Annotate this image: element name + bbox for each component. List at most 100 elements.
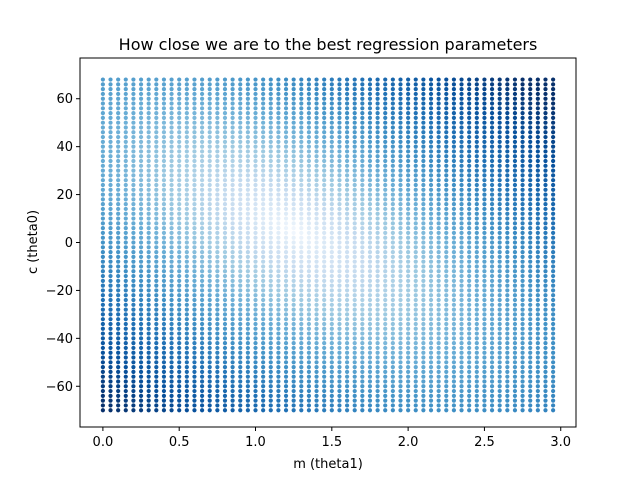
scatter-point: [489, 336, 495, 341]
scatter-point: [199, 202, 205, 207]
scatter-point: [436, 269, 441, 274]
scatter-point: [108, 278, 113, 283]
scatter-point: [467, 96, 472, 101]
scatter-point: [154, 408, 159, 413]
scatter-point: [299, 163, 304, 168]
scatter-point: [413, 374, 418, 379]
scatter-point: [322, 403, 327, 408]
scatter-point: [161, 384, 167, 389]
scatter-point: [375, 82, 380, 87]
scatter-point: [436, 226, 441, 231]
scatter-point: [406, 283, 411, 288]
scatter-point: [337, 163, 342, 168]
scatter-point: [199, 297, 205, 303]
scatter-point: [505, 273, 510, 279]
scatter-point: [344, 403, 350, 408]
scatter-point: [177, 245, 182, 250]
scatter-point: [283, 341, 289, 346]
scatter-point: [467, 297, 472, 303]
scatter-point: [291, 398, 296, 403]
scatter-point: [192, 293, 197, 298]
scatter-point: [306, 355, 312, 360]
scatter-point: [184, 336, 189, 341]
scatter-point: [108, 91, 113, 97]
scatter-point: [421, 158, 426, 164]
scatter-point: [444, 365, 449, 370]
scatter-point: [390, 393, 395, 398]
scatter-point: [253, 307, 258, 312]
scatter-point: [421, 326, 426, 331]
scatter-point: [398, 365, 403, 370]
scatter-point: [497, 106, 502, 111]
scatter-point: [108, 312, 113, 317]
scatter-point: [261, 130, 266, 135]
scatter-point: [184, 269, 189, 274]
scatter-point: [199, 317, 205, 322]
scatter-point: [131, 254, 136, 259]
scatter-point: [528, 115, 533, 120]
scatter-point: [444, 197, 449, 202]
scatter-point: [230, 130, 235, 135]
scatter-point: [497, 130, 502, 135]
scatter-point: [390, 87, 395, 92]
scatter-point: [207, 369, 212, 374]
scatter-point: [222, 302, 228, 307]
scatter-point: [535, 307, 540, 312]
scatter-point: [108, 216, 113, 221]
scatter-point: [474, 91, 479, 97]
scatter-point: [314, 403, 319, 408]
scatter-point: [352, 259, 357, 264]
scatter-point: [329, 178, 334, 183]
scatter-point: [100, 221, 105, 226]
scatter-point: [551, 403, 556, 408]
scatter-point: [482, 134, 487, 140]
scatter-point: [146, 168, 151, 173]
scatter-point: [261, 341, 266, 346]
scatter-point: [528, 163, 533, 168]
scatter-point: [459, 259, 464, 264]
scatter-point: [421, 317, 426, 322]
scatter-point: [375, 197, 380, 202]
scatter-point: [406, 403, 411, 408]
scatter-point: [451, 82, 457, 87]
scatter-point: [383, 178, 388, 183]
scatter-point: [528, 202, 533, 207]
scatter-point: [230, 87, 235, 92]
scatter-point: [169, 249, 174, 255]
scatter-point: [528, 149, 533, 154]
scatter-point: [398, 326, 403, 331]
scatter-point: [261, 216, 266, 221]
scatter-point: [108, 403, 113, 408]
scatter-point: [459, 379, 464, 384]
scatter-point: [161, 125, 167, 130]
scatter-point: [375, 321, 380, 327]
scatter-point: [497, 254, 502, 259]
scatter-point: [497, 249, 502, 255]
scatter-point: [123, 221, 128, 226]
scatter-point: [451, 393, 457, 398]
scatter-point: [497, 369, 502, 374]
scatter-point: [489, 259, 495, 264]
scatter-point: [253, 182, 258, 188]
scatter-point: [428, 369, 434, 374]
scatter-point: [535, 202, 540, 207]
scatter-point: [406, 163, 411, 168]
scatter-point: [245, 134, 250, 140]
scatter-point: [108, 259, 113, 264]
scatter-point: [322, 374, 327, 379]
scatter-point: [215, 297, 220, 303]
scatter-point: [116, 408, 121, 413]
scatter-point: [169, 206, 174, 212]
scatter-point: [177, 154, 182, 159]
scatter-point: [283, 360, 289, 365]
scatter-point: [123, 226, 128, 231]
scatter-point: [199, 249, 205, 255]
scatter-point: [108, 355, 113, 360]
scatter-point: [268, 374, 273, 379]
scatter-point: [261, 269, 266, 274]
scatter-point: [482, 245, 487, 250]
scatter-point: [329, 77, 334, 82]
scatter-point: [169, 254, 174, 259]
scatter-point: [398, 221, 403, 226]
scatter-point: [512, 278, 518, 283]
